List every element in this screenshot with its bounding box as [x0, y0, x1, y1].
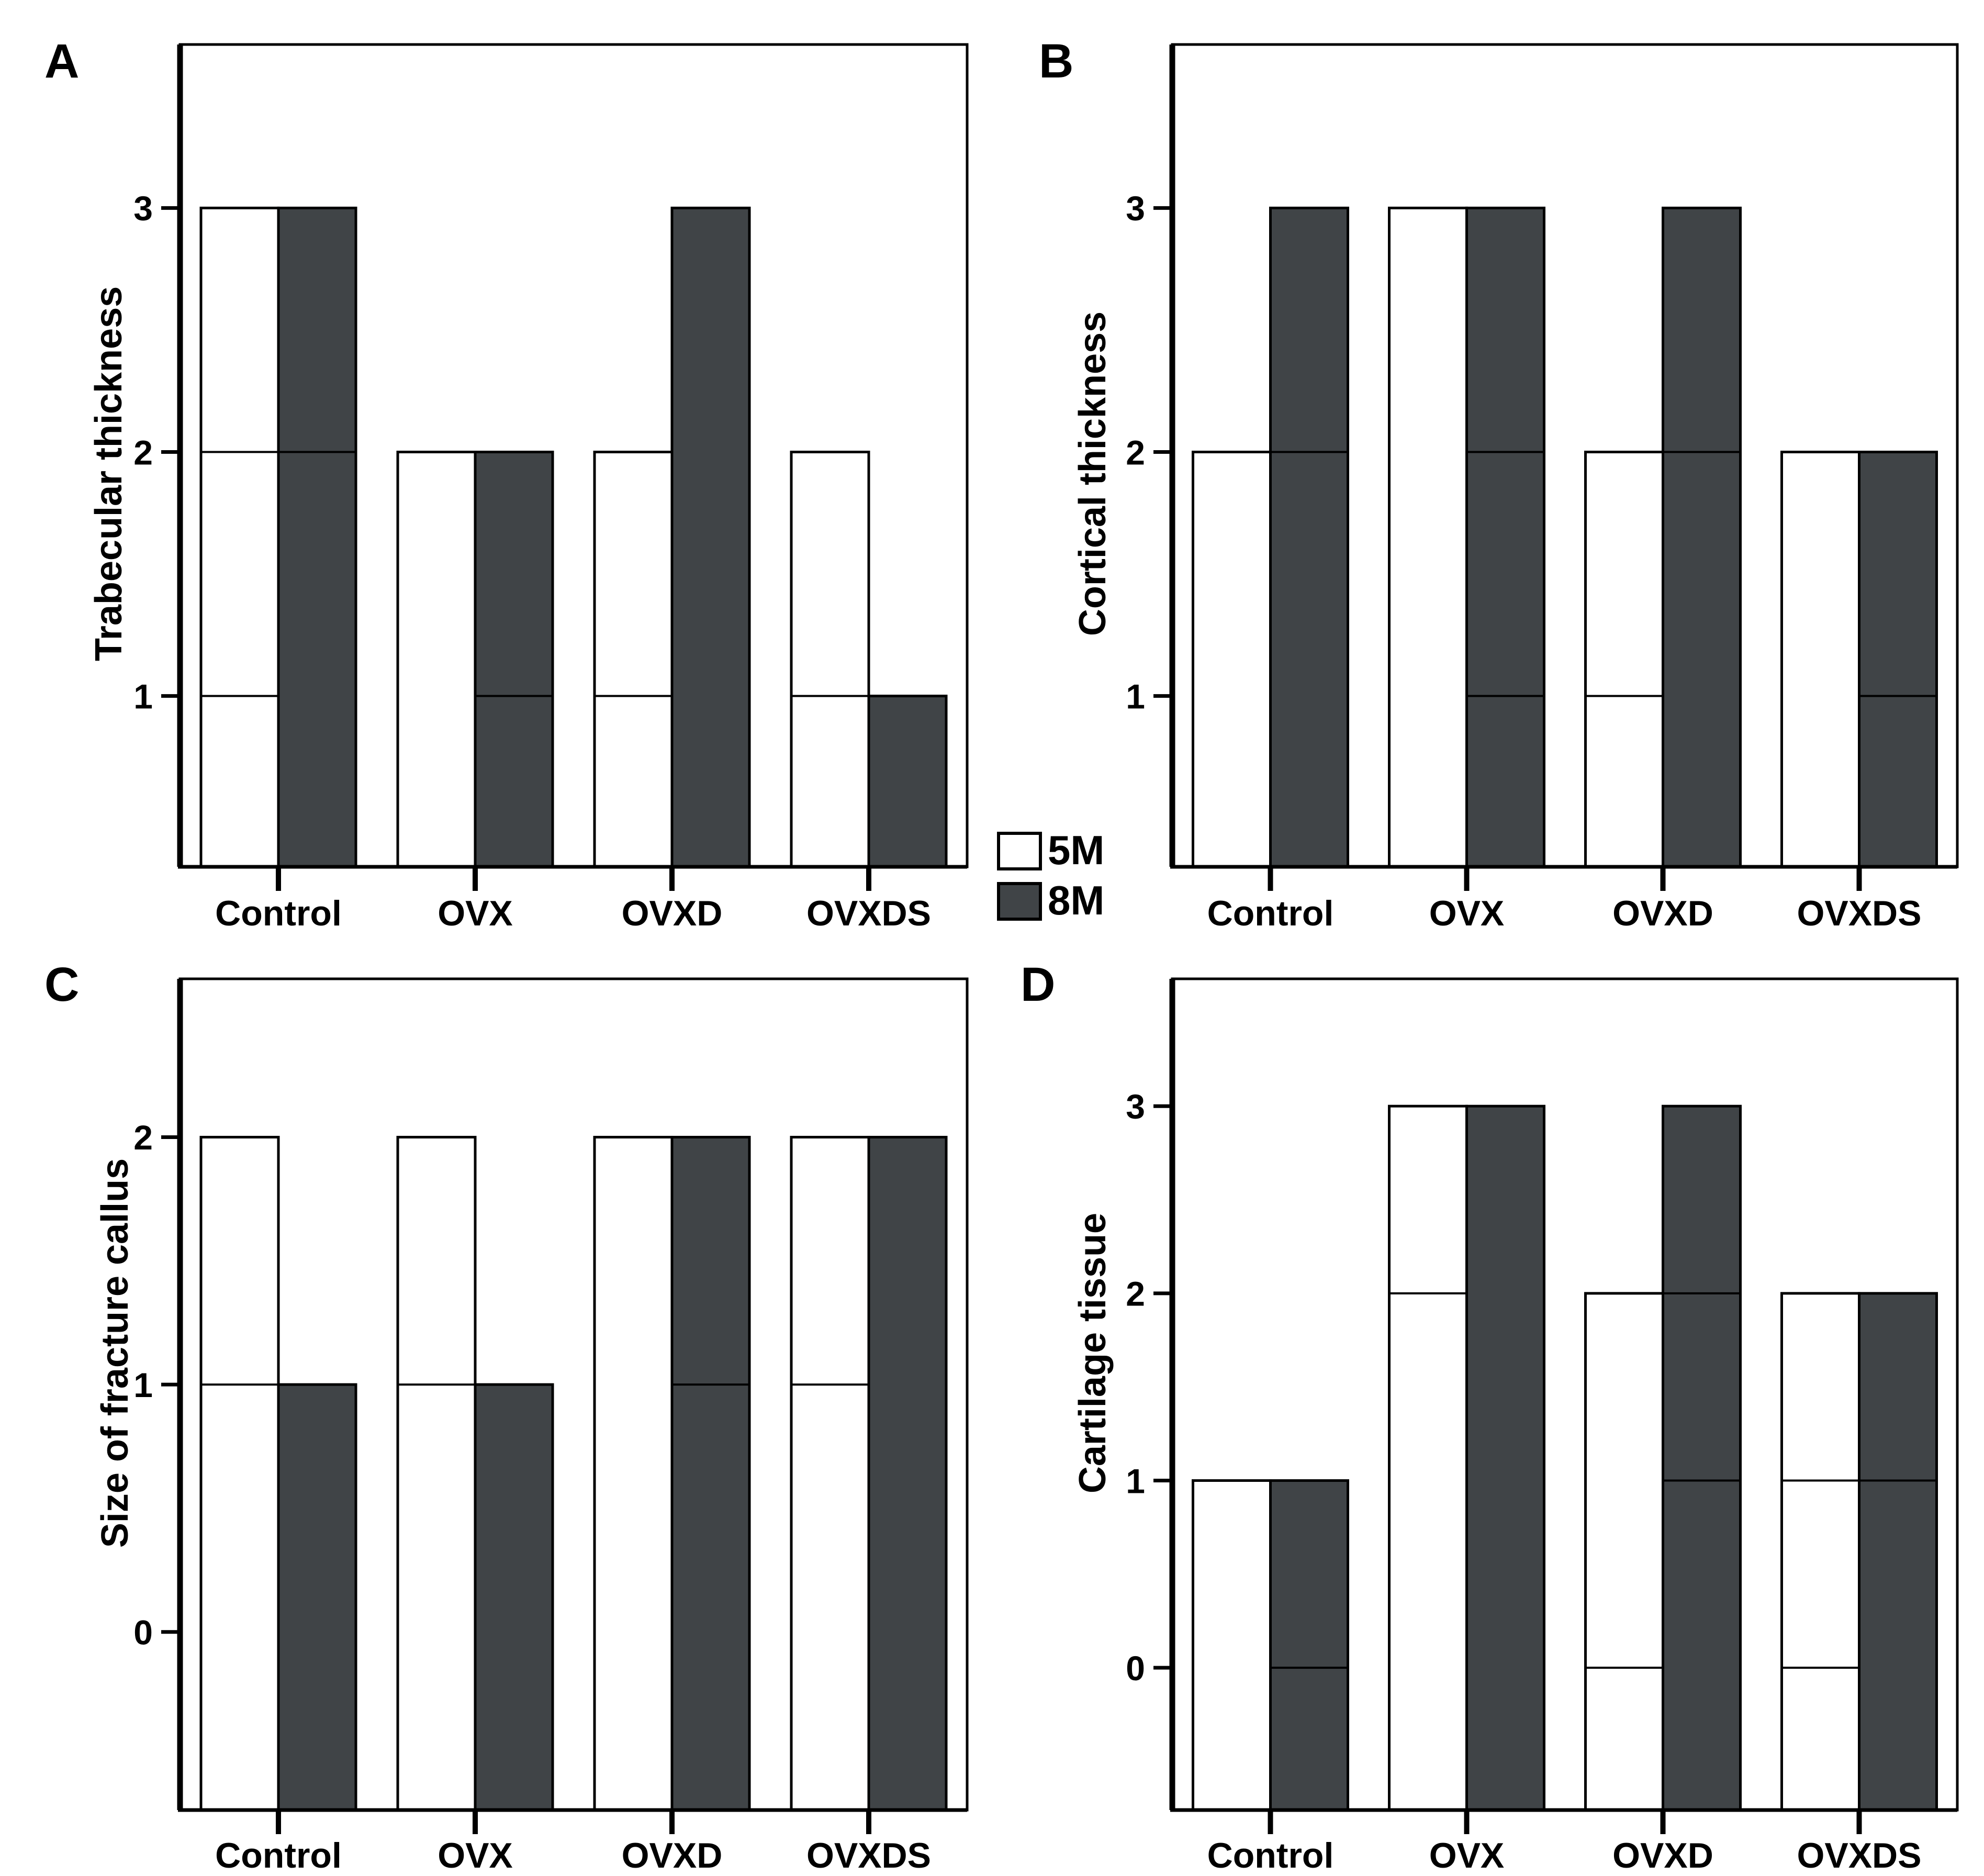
y-tick-label: 3 [1126, 1087, 1145, 1126]
y-axis-title: Size of fracture callus [94, 1158, 136, 1548]
panel-C: 0 1 2 Control OVX OVXD OVXDS Size of fracture c… [44, 958, 969, 1875]
bar-8m-ovx [1465, 1104, 1545, 1812]
x-category-label-ovxd: OVXD [622, 1836, 723, 1875]
bar-8m-control [1269, 1479, 1349, 1812]
panel-letter-A: A [44, 35, 79, 88]
y-tick-label: 1 [133, 677, 153, 716]
x-category-label-ovxd: OVXD [622, 894, 723, 933]
panel-letter-B: B [1039, 35, 1073, 88]
y-tick-label: 2 [1126, 433, 1145, 472]
y-tick-label: 1 [133, 1366, 153, 1404]
bar-5m-ovxds [790, 1135, 870, 1812]
y-tick-label: 2 [133, 433, 153, 472]
x-category-label-control: Control [215, 1836, 342, 1875]
y-axis-title: Cartilage tissue [1072, 1213, 1114, 1493]
y-tick-label: 0 [133, 1613, 153, 1651]
bar-5m-ovxds [790, 451, 870, 868]
bar-8m-control [277, 1383, 357, 1812]
legend-swatch-8m [997, 882, 1042, 921]
bar-8m-ovxd [670, 206, 751, 868]
panel-B: 1 2 3 Control OVX OVXD OVXDS Cortical thickness… [1039, 35, 1959, 933]
bar-5m-control [1192, 451, 1272, 868]
legend-label-5m: 5M [1048, 827, 1104, 873]
bar-5m-ovxd [593, 451, 674, 868]
bar-5m-ovxd [593, 1135, 674, 1812]
x-category-label-ovx: OVX [438, 1836, 513, 1875]
y-tick-label: 0 [1126, 1649, 1145, 1688]
bar-8m-ovxds [867, 695, 948, 868]
bar-8m-ovxd [670, 1135, 751, 1812]
bar-8m-ovxd [1662, 1104, 1742, 1812]
x-category-label-ovx: OVX [438, 894, 513, 933]
bar-8m-control [1269, 206, 1349, 868]
x-category-label-ovx: OVX [1429, 1836, 1505, 1875]
panel-letter-C: C [44, 958, 79, 1011]
x-category-label-ovxds: OVXDS [806, 1836, 931, 1875]
x-category-label-ovxds: OVXDS [1797, 1836, 1921, 1875]
bar-5m-ovxd [1584, 1292, 1664, 1812]
y-tick-label: 3 [133, 189, 153, 228]
legend-swatch-5m [997, 832, 1042, 870]
bar-5m-ovxds [1780, 451, 1860, 868]
y-tick-label: 1 [1126, 677, 1145, 716]
bar-8m-ovx [474, 1383, 554, 1812]
bar-8m-ovxds [1858, 1292, 1938, 1812]
bar-8m-ovxd [1662, 206, 1742, 868]
x-category-label-control: Control [1207, 894, 1334, 933]
x-category-label-ovxds: OVXDS [1797, 894, 1921, 933]
bar-8m-control [277, 206, 357, 868]
x-category-label-control: Control [215, 894, 342, 933]
bar-5m-control [199, 206, 280, 868]
x-category-label-ovxd: OVXD [1612, 1836, 1713, 1875]
x-category-label-ovxds: OVXDS [806, 894, 931, 933]
panel-D: 0 1 2 3 Control OVX OVXD OVXDS Cartilage tissue D [1021, 958, 1959, 1875]
bar-8m-ovx [474, 451, 554, 868]
bar-8m-ovxds [867, 1135, 948, 1812]
bar-5m-ovx [1388, 206, 1468, 868]
bar-5m-ovx [396, 1135, 477, 1812]
y-tick-label: 1 [1126, 1461, 1145, 1500]
y-tick-label: 2 [1126, 1275, 1145, 1313]
panel-A: 1 2 3 Control OVX OVXD OVXDS Trabecular thickne… [44, 35, 969, 933]
bar-8m-ovxds [1858, 451, 1938, 868]
y-tick-label: 2 [133, 1118, 153, 1157]
legend-label-8m: 8M [1048, 877, 1104, 923]
bar-8m-ovx [1465, 206, 1545, 868]
x-category-label-ovxd: OVXD [1612, 894, 1713, 933]
bar-5m-control [1192, 1479, 1272, 1812]
bar-5m-ovx [396, 451, 477, 868]
bar-5m-ovxds [1780, 1292, 1860, 1812]
bar-5m-control [199, 1135, 280, 1812]
bar-5m-ovxd [1584, 451, 1664, 868]
y-axis-title: Cortical thickness [1072, 311, 1114, 636]
y-axis-title: Trabecular thickness [88, 286, 130, 661]
x-category-label-ovx: OVX [1429, 894, 1505, 933]
x-category-label-control: Control [1207, 1836, 1334, 1875]
panel-letter-D: D [1021, 958, 1055, 1011]
bar-5m-ovx [1388, 1104, 1468, 1812]
y-tick-label: 3 [1126, 189, 1145, 228]
